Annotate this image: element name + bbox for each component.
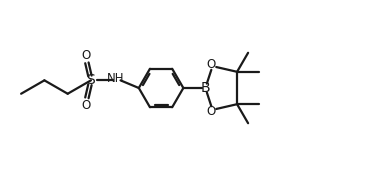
Text: O: O (206, 58, 215, 71)
Text: S: S (86, 73, 95, 87)
Text: O: O (206, 105, 215, 118)
Text: O: O (82, 49, 91, 62)
Text: O: O (82, 99, 91, 112)
Text: B: B (200, 81, 210, 95)
Text: NH: NH (107, 72, 124, 85)
